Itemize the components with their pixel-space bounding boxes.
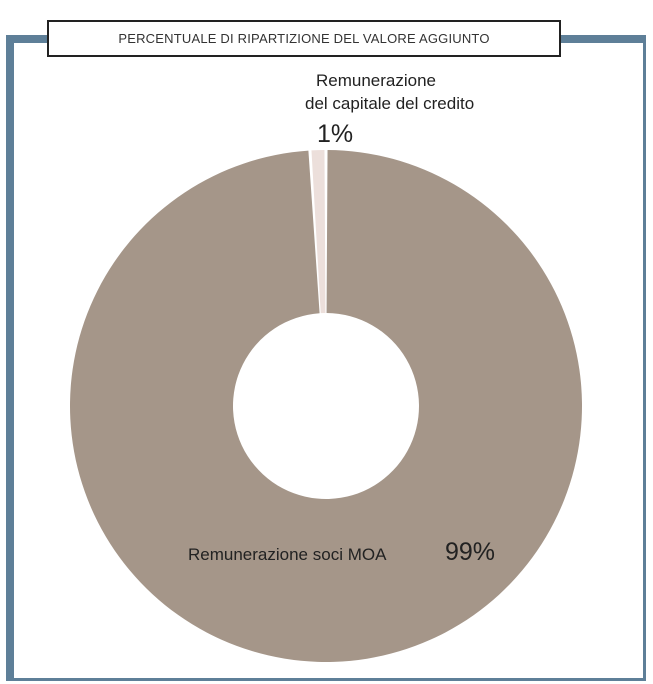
chart-title: PERCENTUALE DI RIPARTIZIONE DEL VALORE A… bbox=[118, 31, 490, 46]
slice-label-soci-moa: Remunerazione soci MOA bbox=[188, 545, 387, 564]
donut-slices bbox=[70, 150, 582, 663]
slice-label-credit-line2: del capitale del credito bbox=[305, 94, 474, 113]
slice-value-credit: 1% bbox=[317, 120, 353, 148]
slice-credit bbox=[311, 150, 326, 314]
slice-soci-moa bbox=[70, 150, 582, 663]
slice-value-soci-moa: 99% bbox=[445, 538, 495, 566]
frame-left-bar bbox=[6, 35, 14, 680]
frame-right-line bbox=[643, 35, 646, 680]
frame-bottom-line bbox=[6, 678, 646, 681]
chart-title-box: PERCENTUALE DI RIPARTIZIONE DEL VALORE A… bbox=[47, 20, 561, 57]
slice-label-credit-line1: Remunerazione bbox=[316, 71, 436, 90]
